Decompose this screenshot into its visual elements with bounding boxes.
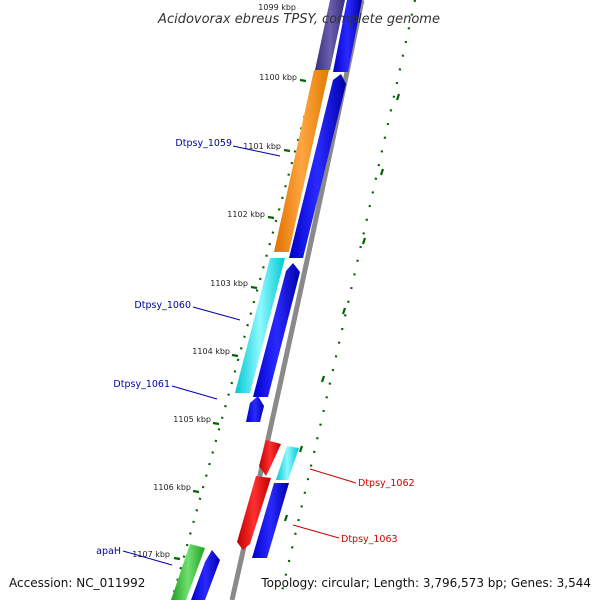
map-title: Acidovorax ebreus TPSY, complete genome (157, 12, 440, 27)
tick-label: 1102 kbp (227, 210, 265, 219)
tick-label: 1106 kbp (153, 483, 191, 492)
tick-label: 1099 kbp (258, 3, 296, 12)
tick-label: 1105 kbp (173, 415, 211, 424)
feature-green-apah (171, 544, 205, 600)
gene-label-apah[interactable]: apaH (96, 546, 121, 557)
outer-tick-marks (283, 93, 401, 522)
genome-stats-text: Topology: circular; Length: 3,796,573 bp… (260, 576, 591, 590)
gene-label-dtpsy-1060[interactable]: Dtpsy_1060 (134, 300, 191, 311)
cds-blue-1061 (246, 396, 264, 422)
feature-slate (315, 0, 345, 70)
cds-blue-apah (191, 550, 220, 600)
gene-label-dtpsy-1059[interactable]: Dtpsy_1059 (175, 138, 232, 149)
cds-blue-1063 (252, 483, 289, 558)
leader-line-dtpsy-1063 (292, 524, 340, 539)
leader-line-dtpsy-1061 (171, 385, 218, 400)
feature-red-dtpsy-1062 (259, 440, 281, 476)
feature-cyan-dtpsy-1060 (235, 258, 285, 393)
cds-blue-1060 (253, 263, 300, 397)
tick-label: 1107 kbp (132, 550, 170, 559)
tick-label: 1101 kbp (243, 142, 281, 151)
gene-label-dtpsy-1062[interactable]: Dtpsy_1062 (358, 478, 415, 489)
gene-label-dtpsy-1061[interactable]: Dtpsy_1061 (113, 379, 170, 390)
gene-label-dtpsy-1063[interactable]: Dtpsy_1063 (341, 534, 398, 545)
accession-text: Accession: NC_011992 (9, 576, 145, 590)
cds-blue-top (333, 0, 362, 72)
tick-label: 1100 kbp (259, 73, 297, 82)
leader-line-dtpsy-1062 (309, 468, 357, 484)
cds-blue-1059 (289, 74, 346, 258)
feature-orange-dtpsy-1059 (274, 70, 329, 252)
leader-line-dtpsy-1059 (232, 145, 281, 157)
leader-line-dtpsy-1060 (192, 306, 241, 321)
leader-line-apah (122, 550, 173, 566)
kbp-tick-marks (173, 78, 307, 561)
tick-label: 1104 kbp (192, 347, 230, 356)
feature-red-dtpsy-1063 (237, 476, 271, 550)
tick-label: 1103 kbp (210, 279, 248, 288)
feature-cyan-dtpsy-1062 (276, 446, 299, 480)
